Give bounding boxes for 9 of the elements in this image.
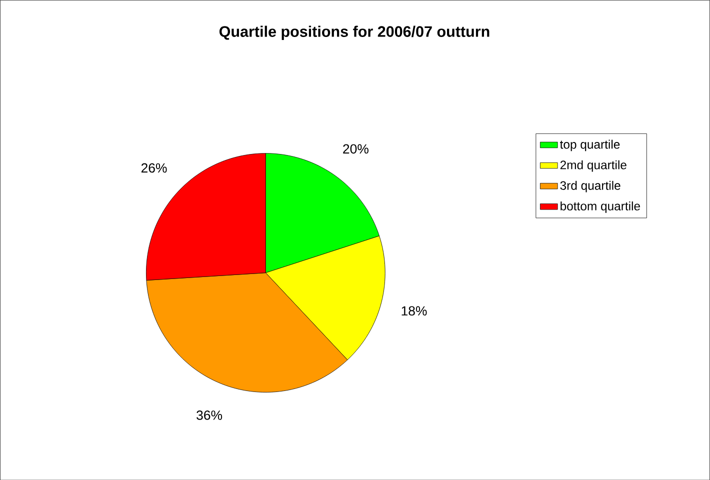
legend-label: top quartile xyxy=(560,140,620,152)
legend-label: 2md quartile xyxy=(560,160,626,172)
legend-label: 3rd quartile xyxy=(560,180,620,192)
data-label: 18% xyxy=(402,306,427,316)
data-label: 20% xyxy=(343,144,368,154)
legend-label: bottom quartile xyxy=(560,201,640,213)
data-label: 26% xyxy=(141,163,167,173)
chart-title: Quartile positions for 2006/07 outturn xyxy=(219,26,490,40)
data-label: 36% xyxy=(196,410,222,420)
